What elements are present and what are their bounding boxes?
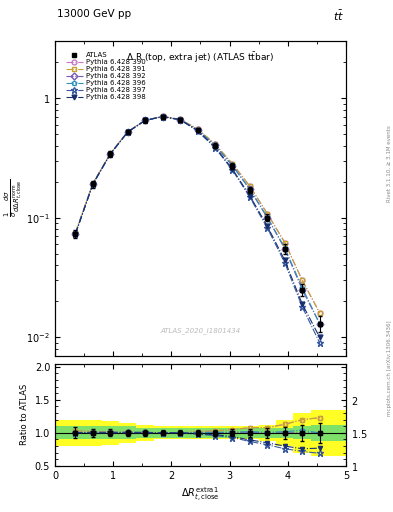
- Y-axis label: $\frac{1}{\sigma}\frac{d\sigma}{d\Delta R^{\rm norm}_{t,\rm close}}$: $\frac{1}{\sigma}\frac{d\sigma}{d\Delta …: [2, 179, 24, 218]
- Text: Rivet 3.1.10, ≥ 3.1M events: Rivet 3.1.10, ≥ 3.1M events: [387, 125, 392, 202]
- Text: 13000 GeV pp: 13000 GeV pp: [57, 9, 131, 19]
- Text: $\Delta$ R (top, extra jet) (ATLAS t$\bar{\rm t}$bar): $\Delta$ R (top, extra jet) (ATLAS t$\ba…: [127, 50, 274, 66]
- Text: mcplots.cern.ch [arXiv:1306.3436]: mcplots.cern.ch [arXiv:1306.3436]: [387, 321, 392, 416]
- Text: $t\bar{t}$: $t\bar{t}$: [333, 9, 344, 23]
- Y-axis label: Ratio to ATLAS: Ratio to ATLAS: [20, 384, 29, 445]
- Legend: ATLAS, Pythia 6.428 390, Pythia 6.428 391, Pythia 6.428 392, Pythia 6.428 396, P: ATLAS, Pythia 6.428 390, Pythia 6.428 39…: [64, 51, 147, 102]
- X-axis label: $\Delta R^{\rm extra1}_{t,\rm close}$: $\Delta R^{\rm extra1}_{t,\rm close}$: [181, 486, 220, 504]
- Text: ATLAS_2020_I1801434: ATLAS_2020_I1801434: [160, 327, 241, 334]
